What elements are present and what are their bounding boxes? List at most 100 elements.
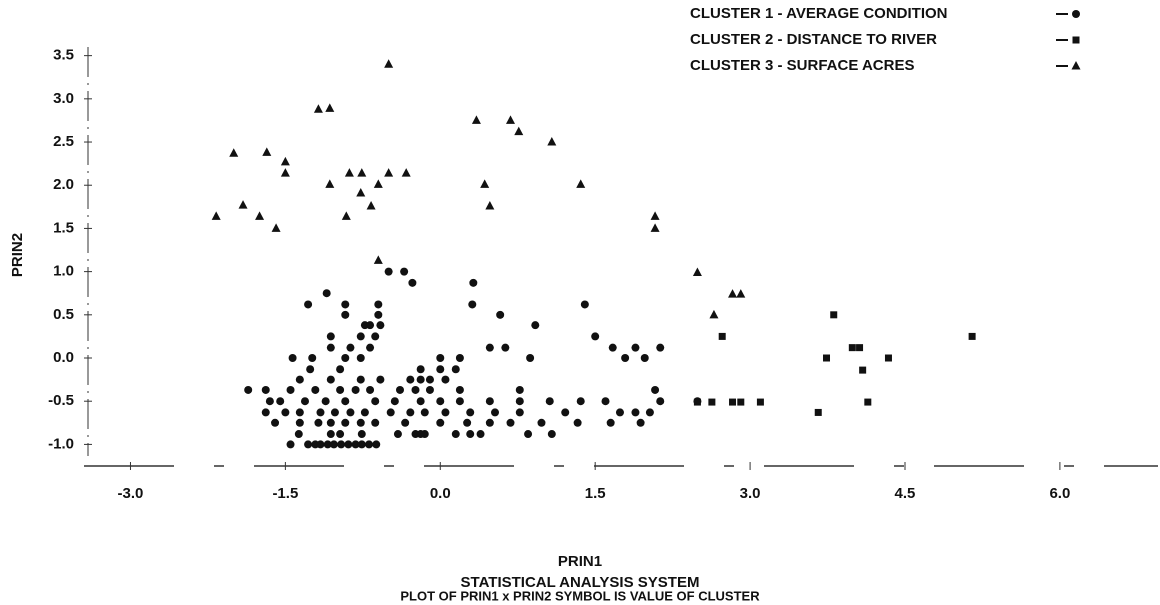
y-axis-label: PRIN2 — [9, 233, 26, 277]
point — [656, 343, 665, 352]
point — [468, 300, 477, 309]
point — [436, 397, 445, 406]
point — [526, 354, 535, 363]
point — [455, 354, 464, 363]
point — [325, 103, 335, 112]
point — [621, 354, 630, 363]
point — [326, 430, 335, 439]
point — [406, 375, 415, 384]
point — [341, 397, 350, 406]
point — [371, 397, 380, 406]
point — [356, 375, 365, 384]
point — [357, 430, 366, 439]
point — [631, 408, 640, 417]
point — [451, 430, 460, 439]
point — [366, 321, 375, 330]
point — [515, 408, 524, 417]
point — [692, 267, 702, 276]
point — [337, 440, 346, 449]
point — [295, 408, 304, 417]
point — [244, 385, 253, 394]
point — [346, 343, 355, 352]
point — [374, 310, 383, 319]
point — [736, 289, 746, 298]
point — [326, 332, 335, 341]
point — [280, 168, 290, 177]
point — [420, 408, 429, 417]
point — [295, 418, 304, 427]
point — [501, 343, 510, 352]
point — [372, 440, 381, 449]
point — [591, 332, 600, 341]
point — [357, 440, 366, 449]
point — [506, 115, 516, 124]
point — [455, 397, 464, 406]
point — [401, 168, 411, 177]
legend-label: CLUSTER 2 - DISTANCE TO RIVER — [690, 31, 937, 48]
point — [255, 211, 265, 220]
point — [329, 440, 338, 449]
point — [371, 418, 380, 427]
point — [261, 385, 270, 394]
point — [606, 418, 615, 427]
point — [576, 397, 585, 406]
point — [636, 418, 645, 427]
point — [645, 408, 654, 417]
point — [295, 375, 304, 384]
point — [400, 267, 409, 276]
point — [304, 300, 313, 309]
point — [469, 278, 478, 287]
point — [326, 343, 335, 352]
point — [441, 375, 450, 384]
point — [466, 430, 475, 439]
point — [357, 168, 367, 177]
point — [373, 255, 383, 264]
x-tick-label: 3.0 — [740, 485, 761, 502]
point — [547, 137, 557, 146]
point — [344, 440, 353, 449]
point — [436, 418, 445, 427]
point — [561, 408, 570, 417]
point — [545, 397, 554, 406]
point — [411, 385, 420, 394]
point — [496, 310, 505, 319]
point — [304, 440, 313, 449]
point — [366, 385, 375, 394]
point — [441, 408, 450, 417]
point — [351, 385, 360, 394]
point — [537, 418, 546, 427]
point — [271, 223, 281, 232]
point — [341, 418, 350, 427]
point — [336, 430, 345, 439]
legend-marker — [1071, 61, 1081, 70]
y-tick-label: 3.0 — [53, 90, 74, 107]
point — [728, 289, 738, 298]
point — [420, 430, 429, 439]
point — [416, 365, 425, 374]
y-tick-label: 3.5 — [53, 47, 74, 64]
point — [311, 385, 320, 394]
point — [384, 168, 394, 177]
x-tick-label: 6.0 — [1049, 485, 1070, 502]
point — [261, 408, 270, 417]
y-tick-label: 1.5 — [53, 219, 74, 236]
point — [485, 343, 494, 352]
y-tick-label: -1.0 — [48, 435, 74, 452]
point — [308, 354, 317, 363]
chart-subtitle: PLOT OF PRIN1 x PRIN2 SYMBOL IS VALUE OF… — [400, 588, 760, 603]
point — [463, 418, 472, 427]
point — [393, 430, 402, 439]
point — [376, 375, 385, 384]
point — [336, 365, 345, 374]
point — [356, 418, 365, 427]
point — [294, 430, 303, 439]
point — [326, 418, 335, 427]
point — [286, 440, 295, 449]
point — [425, 385, 434, 394]
point — [515, 397, 524, 406]
point — [286, 385, 295, 394]
point — [650, 211, 660, 220]
point — [718, 332, 726, 340]
point — [416, 375, 425, 384]
point — [476, 430, 485, 439]
